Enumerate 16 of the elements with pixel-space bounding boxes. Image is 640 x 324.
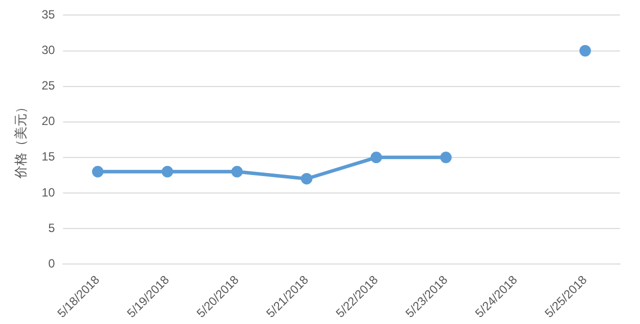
point <box>579 45 591 57</box>
point <box>162 166 174 178</box>
point <box>92 166 104 178</box>
y-tick-label: 5 <box>48 220 56 235</box>
y-tick-label: 0 <box>48 256 56 270</box>
point <box>231 166 243 178</box>
point <box>370 152 382 164</box>
y-tick-label: 20 <box>42 114 56 128</box>
y-axis-title: 价格（美元） <box>13 100 30 180</box>
point <box>440 152 452 164</box>
point <box>300 172 312 184</box>
y-tick-label: 25 <box>42 78 56 93</box>
y-tick-label: 10 <box>42 185 56 200</box>
y-tick-label: 15 <box>42 150 56 164</box>
y-tick-label: 35 <box>42 8 56 22</box>
y-tick-label: 30 <box>42 43 56 58</box>
